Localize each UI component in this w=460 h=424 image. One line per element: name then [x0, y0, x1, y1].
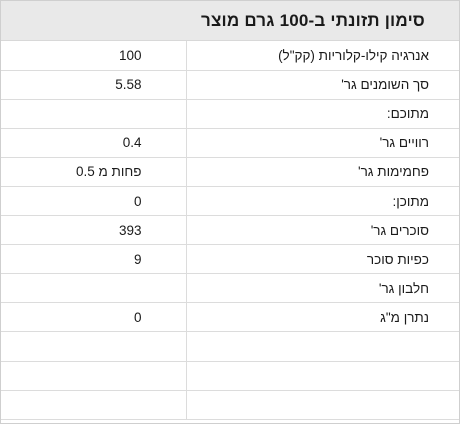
nutrient-value: [1, 390, 187, 420]
nutrient-label: מתוכן:: [186, 186, 459, 217]
table-row: 0.4 רוויים גר': [1, 128, 459, 158]
nutrient-label: כפיות סוכר: [186, 244, 459, 275]
table-row: 393 סוכרים גר': [1, 215, 459, 246]
table-row: מתוכם:: [1, 99, 459, 129]
nutrient-label: [186, 361, 459, 391]
table-row: 0 מתוכן:: [1, 186, 459, 217]
nutrient-value: [1, 361, 187, 391]
nutrient-value: 9: [1, 244, 187, 275]
nutrient-label: סוכרים גר': [186, 215, 459, 246]
nutrient-label: אנרגיה קילו-קלוריות (קק"ל): [186, 41, 459, 71]
nutrient-value: 0: [1, 186, 187, 217]
nutrient-value: 5.58: [1, 70, 187, 100]
nutrient-label: [186, 390, 459, 420]
nutrient-label: מתוכם:: [186, 99, 459, 129]
table-title: סימון תזונתי ב-100 גרם מוצר: [201, 10, 425, 30]
nutrient-label: סך השומנים גר': [186, 70, 459, 100]
table-row: חלבון גר': [1, 273, 459, 304]
table-row: 9 כפיות סוכר: [1, 244, 459, 275]
table-row: 0 נתרן מ"ג: [1, 302, 459, 333]
table-row: 5.58 סך השומנים גר': [1, 70, 459, 100]
nutrition-table: 100 אנרגיה קילו-קלוריות (קק"ל) 5.58 סך השומ…: [1, 41, 459, 420]
nutrition-rows: 100 אנרגיה קילו-קלוריות (קק"ל) 5.58 סך השומ…: [1, 41, 459, 420]
nutrient-label: [186, 331, 459, 362]
nutrient-label: רוויים גר': [186, 128, 459, 158]
table-header: סימון תזונתי ב-100 גרם מוצר: [1, 1, 459, 41]
nutrient-value: 0: [1, 302, 187, 333]
table-row: [1, 361, 459, 391]
table-row: [1, 390, 459, 420]
nutrient-label: נתרן מ"ג: [186, 302, 459, 333]
nutrient-value: 0.4: [1, 128, 187, 158]
nutrient-value: [1, 99, 187, 129]
nutrient-value: 100: [1, 41, 187, 71]
table-row: [1, 331, 459, 362]
nutrient-value: פחות מ 0.5: [1, 157, 187, 187]
nutrient-label: פחמימות גר': [186, 157, 459, 187]
table-row: 100 אנרגיה קילו-קלוריות (קק"ל): [1, 41, 459, 71]
nutrient-value: [1, 273, 187, 304]
table-row: פחות מ 0.5 פחמימות גר': [1, 157, 459, 187]
nutrient-label: חלבון גר': [186, 273, 459, 304]
nutrient-value: [1, 331, 187, 362]
nutrient-value: 393: [1, 215, 187, 246]
